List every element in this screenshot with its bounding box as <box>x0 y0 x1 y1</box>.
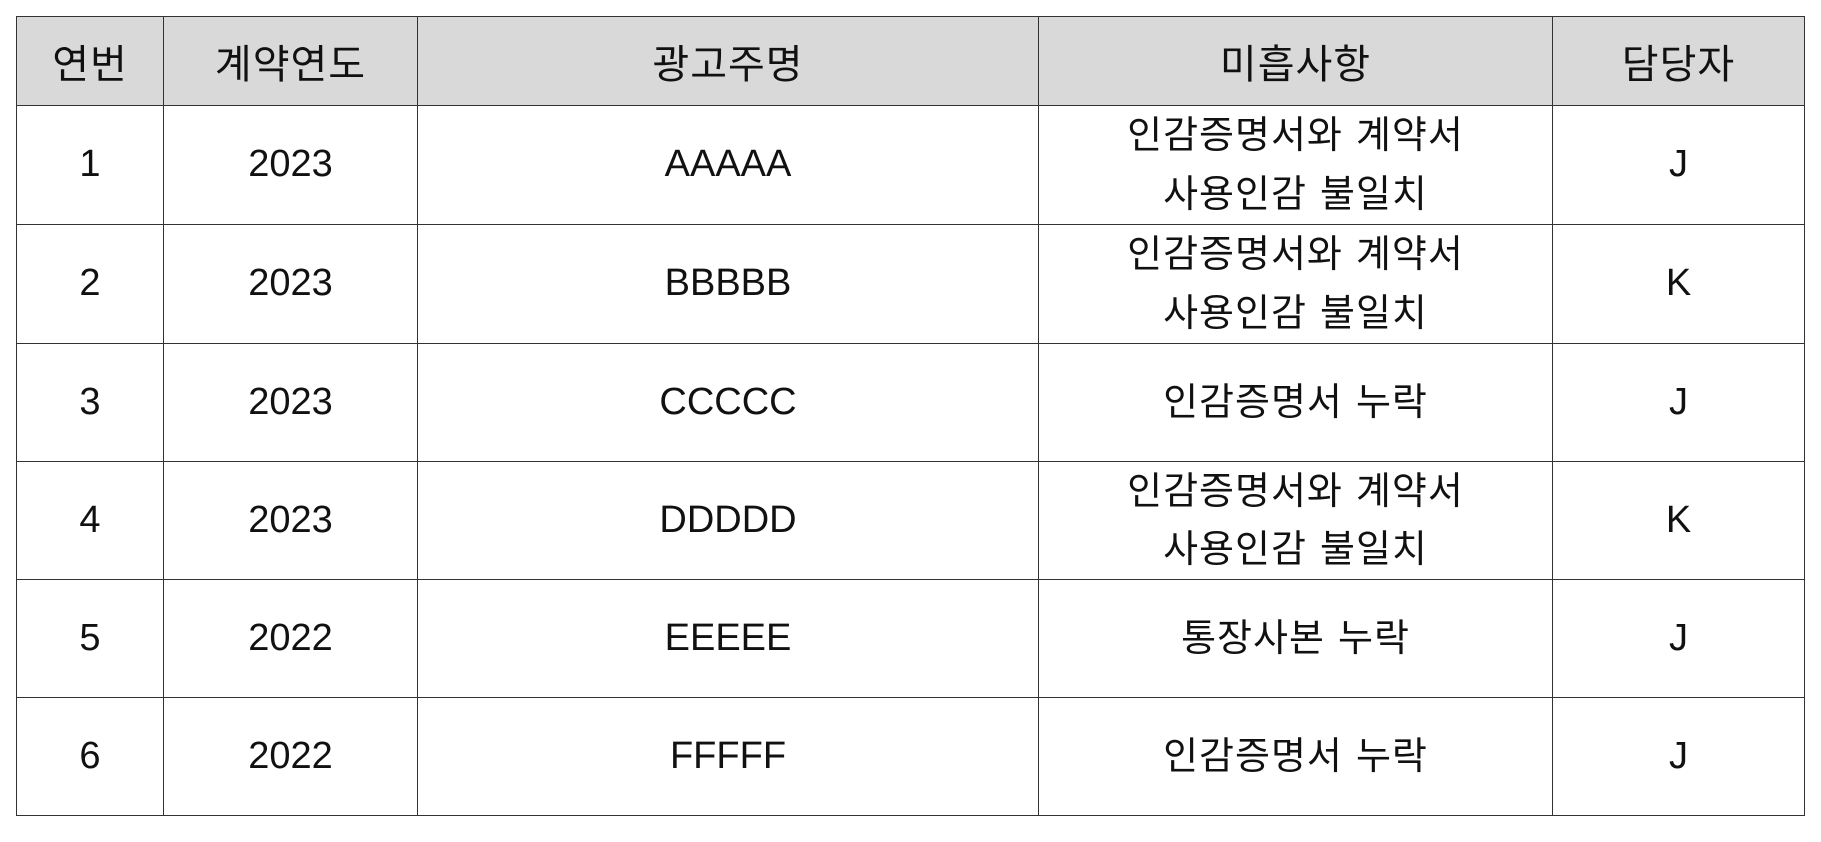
header-person-in-charge: 담당자 <box>1552 16 1805 106</box>
person-in-charge-cell: J <box>1552 697 1805 817</box>
deficiency-cell: 통장사본 누락 <box>1038 579 1553 699</box>
deficiency-cell: 인감증명서 누락 <box>1038 697 1553 817</box>
header-deficiency: 미흡사항 <box>1038 16 1553 106</box>
contract-deficiency-table: 연번 계약연도 광고주명 미흡사항 담당자 1 2023 AAAAA 인감증명서와 계… <box>16 16 1805 817</box>
table-row: 1 2023 AAAAA 인감증명서와 계약서 사용인감 불일치 J <box>16 105 1805 225</box>
person-in-charge-cell: J <box>1552 105 1805 225</box>
person-in-charge-cell: J <box>1552 342 1805 462</box>
table-row: 2 2023 BBBBB 인감증명서와 계약서 사용인감 불일치 K <box>16 223 1805 344</box>
header-advertiser-name: 광고주명 <box>417 16 1039 106</box>
deficiency-text-line: 인감증명서 누락 <box>1163 734 1428 779</box>
table-body: 1 2023 AAAAA 인감증명서와 계약서 사용인감 불일치 J 2 2023 BBBBB 인… <box>16 105 1805 817</box>
serial-number-cell: 3 <box>16 342 164 462</box>
serial-number-cell: 2 <box>16 223 164 344</box>
deficiency-text-line: 사용인감 불일치 <box>1163 290 1428 335</box>
advertiser-name-cell: AAAAA <box>417 105 1039 225</box>
contract-year-cell: 2022 <box>163 697 418 817</box>
table-header: 연번 계약연도 광고주명 미흡사항 담당자 <box>16 16 1805 106</box>
person-in-charge-cell: K <box>1552 223 1805 344</box>
deficiency-text-line: 인감증명서 누락 <box>1163 379 1428 424</box>
serial-number-cell: 1 <box>16 105 164 225</box>
contract-year-cell: 2023 <box>163 105 418 225</box>
serial-number-cell: 5 <box>16 579 164 699</box>
deficiency-text-line: 인감증명서와 계약서 <box>1127 468 1464 513</box>
header-serial-number: 연번 <box>16 16 164 106</box>
contract-year-cell: 2023 <box>163 460 418 581</box>
advertiser-name-cell: CCCCC <box>417 342 1039 462</box>
person-in-charge-cell: K <box>1552 460 1805 581</box>
contract-year-cell: 2022 <box>163 579 418 699</box>
table-row: 6 2022 FFFFF 인감증명서 누락 J <box>16 697 1805 817</box>
serial-number-cell: 6 <box>16 697 164 817</box>
table-row: 5 2022 EEEEE 통장사본 누락 J <box>16 579 1805 699</box>
header-row: 연번 계약연도 광고주명 미흡사항 담당자 <box>16 16 1805 106</box>
contract-year-cell: 2023 <box>163 342 418 462</box>
deficiency-text-line: 인감증명서와 계약서 <box>1127 113 1464 157</box>
advertiser-name-cell: BBBBB <box>417 223 1039 344</box>
deficiency-text-line: 통장사본 누락 <box>1181 616 1410 661</box>
deficiency-text-line: 사용인감 불일치 <box>1163 171 1428 216</box>
deficiency-cell: 인감증명서 누락 <box>1038 342 1553 462</box>
advertiser-name-cell: DDDDD <box>417 460 1039 581</box>
deficiency-text-line: 사용인감 불일치 <box>1163 527 1428 572</box>
advertiser-name-cell: FFFFF <box>417 697 1039 817</box>
advertiser-name-cell: EEEEE <box>417 579 1039 699</box>
table-row: 4 2023 DDDDD 인감증명서와 계약서 사용인감 불일치 K <box>16 460 1805 581</box>
deficiency-text-line: 인감증명서와 계약서 <box>1127 231 1464 276</box>
person-in-charge-cell: J <box>1552 579 1805 699</box>
contract-year-cell: 2023 <box>163 223 418 344</box>
serial-number-cell: 4 <box>16 460 164 581</box>
header-contract-year: 계약연도 <box>163 16 418 106</box>
table-row: 3 2023 CCCCC 인감증명서 누락 J <box>16 342 1805 462</box>
